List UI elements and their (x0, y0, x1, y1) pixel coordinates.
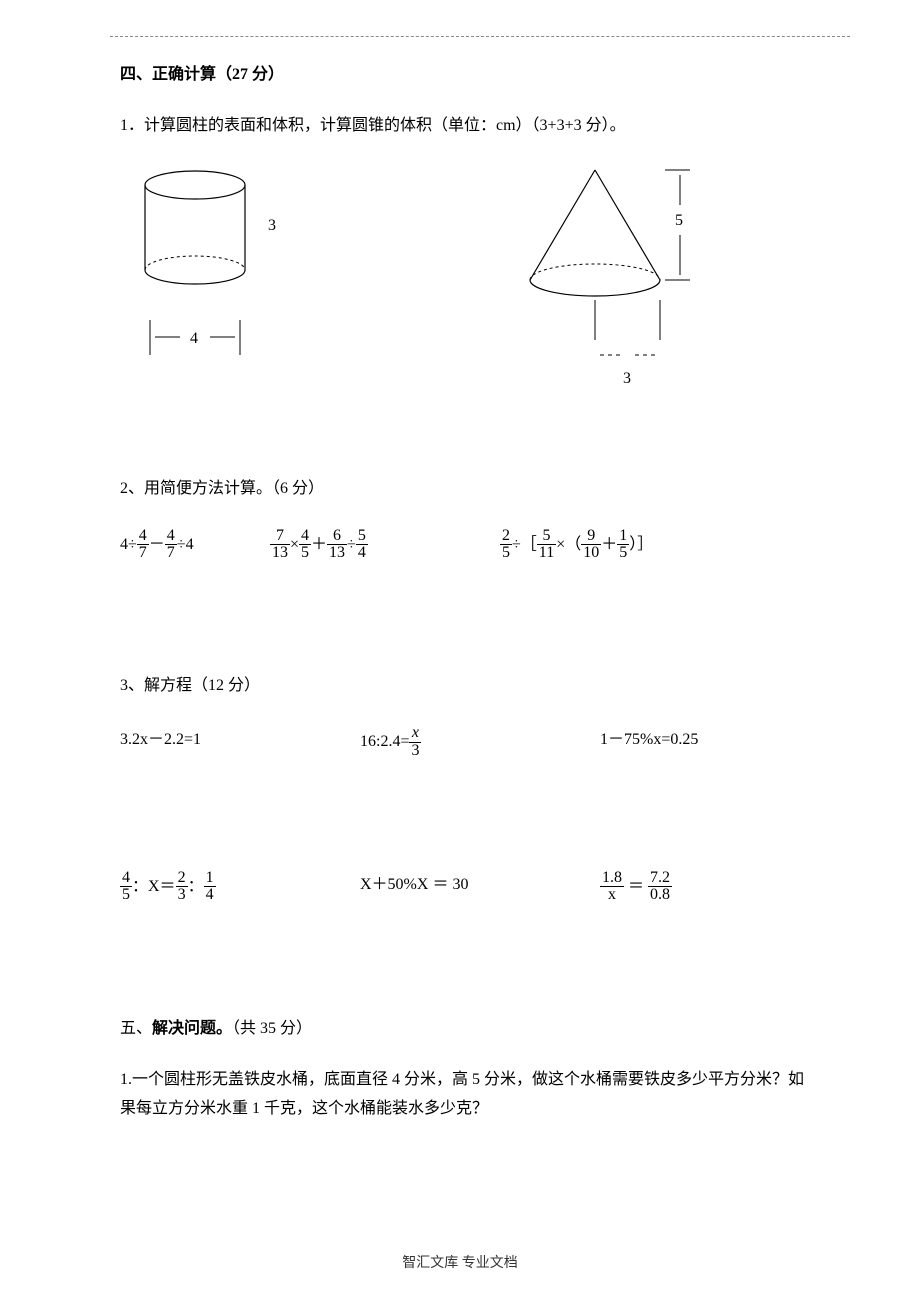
cone-height-label: 5 (675, 212, 683, 229)
q3-r2-a: 45：X＝23：14 (120, 870, 360, 905)
figures-row: 3 4 5 3 (120, 165, 810, 395)
section4-title: 四、正确计算（27 分） (120, 60, 810, 84)
q3-row1: 3.2x－2.2=1 16:2.4=x3 1－75%x=0.25 (120, 725, 810, 760)
section4-q3-text: 3、解方程（12 分） (120, 672, 810, 701)
cone-figure: 5 3 (520, 165, 720, 395)
top-divider (110, 36, 850, 37)
cylinder-figure: 3 4 (120, 165, 320, 395)
cone-svg: 5 3 (520, 165, 720, 395)
q3-r1-a: 3.2x－2.2=1 (120, 725, 360, 760)
q2-exprs: 4÷47－47÷4 713×45＋613÷54 25÷［511×（910＋15）… (120, 528, 810, 563)
cylinder-height-label: 3 (268, 217, 276, 234)
cylinder-diameter-label: 4 (190, 330, 198, 347)
q3-r2-c: 1.8x ＝ 7.20.8 (600, 870, 800, 905)
section4-q2-text: 2、用简便方法计算。（6 分） (120, 475, 810, 504)
section5-title: 五、解决问题。（共 35 分） (120, 1014, 810, 1038)
cone-radius-label: 3 (623, 370, 631, 387)
q3-row2: 45：X＝23：14 X＋50%X ＝ 30 1.8x ＝ 7.20.8 (120, 870, 810, 905)
footer-text: 智汇文库 专业文档 (0, 1252, 920, 1272)
q3-r1-c: 1－75%x=0.25 (600, 725, 800, 760)
q2-expr-b: 713×45＋613÷54 (270, 528, 500, 563)
section5-q1: 1.一个圆柱形无盖铁皮水桶，底面直径 4 分米，高 5 分米，做这个水桶需要铁皮… (120, 1066, 810, 1124)
q2-expr-a: 4÷47－47÷4 (120, 528, 270, 563)
cylinder-svg: 3 4 (120, 165, 300, 365)
q2-expr-c: 25÷［511×（910＋15）］ (500, 528, 780, 563)
q3-r2-b: X＋50%X ＝ 30 (360, 870, 600, 905)
q3-r1-b: 16:2.4=x3 (360, 725, 600, 760)
section4-q1-text: 1．计算圆柱的表面和体积，计算圆锥的体积（单位：cm）（3+3+3 分）。 (120, 112, 810, 141)
